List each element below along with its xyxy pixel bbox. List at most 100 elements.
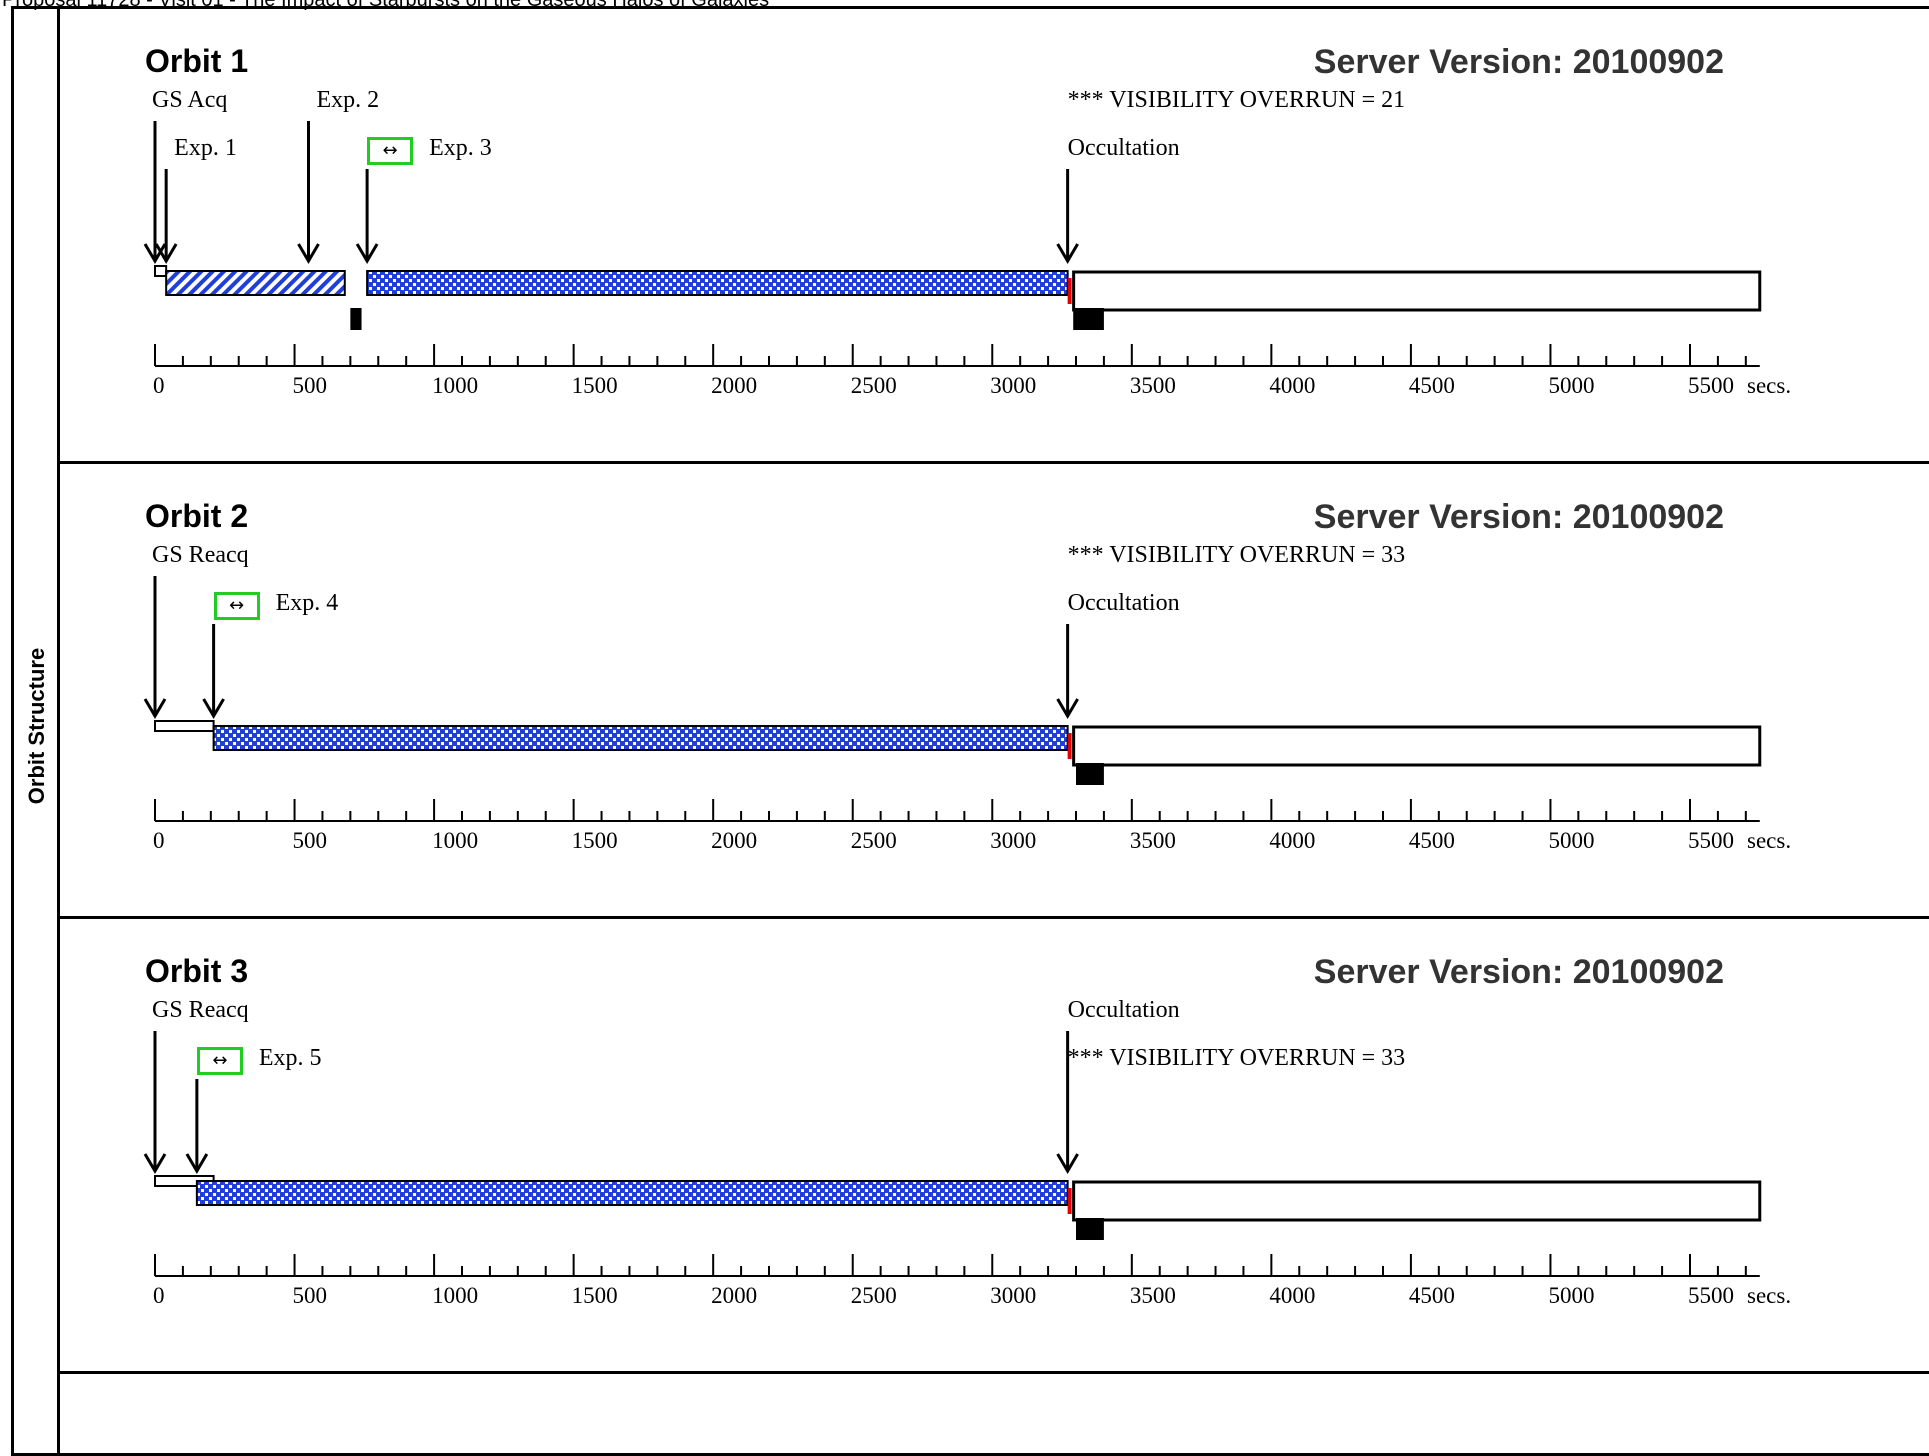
panel-divider	[60, 916, 1929, 919]
tick-label: 5000	[1548, 373, 1594, 398]
exposure-bar-dotted	[212, 725, 1069, 751]
occultation-bar	[1072, 270, 1762, 312]
guide-star-block	[350, 308, 362, 330]
tick-label: 500	[293, 1283, 328, 1308]
server-version: Server Version: 20100902	[1313, 43, 1724, 81]
tick-label: 1500	[572, 1283, 618, 1308]
exposure-bar-dotted	[195, 1180, 1069, 1206]
tick-label: 2000	[711, 373, 757, 398]
tick-label: 5500	[1688, 828, 1734, 853]
tick-label: 0	[153, 373, 165, 398]
event-label: Exp. 5	[258, 1045, 322, 1071]
tick-label: 3500	[1130, 828, 1176, 853]
double-arrow-icon[interactable]: ↔	[196, 1047, 243, 1075]
time-axis: 0 500 1000 1500 2000 2500 3000 3500 4000 4500 5000…	[153, 344, 1791, 398]
tick-label: 1500	[572, 828, 618, 853]
event-arrow	[1056, 1031, 1079, 1174]
acquisition-bar	[154, 720, 215, 732]
tick-label: 2500	[851, 373, 897, 398]
orbit-title: Orbit 2	[145, 498, 249, 534]
guide-star-block	[1076, 763, 1104, 785]
guide-star-block	[1073, 308, 1104, 330]
occultation-label: Occultation	[1067, 135, 1180, 161]
tick-label: 5500	[1688, 373, 1734, 398]
event-label: Exp. 3	[429, 135, 492, 161]
exposure-bar-hatched	[165, 270, 346, 296]
guide-star-block	[1076, 1218, 1104, 1240]
tick-label: 1500	[572, 373, 618, 398]
time-axis: 0 500 1000 1500 2000 2500 3000 3500 4000 4500 5000…	[153, 799, 1791, 853]
event-label: GS Acq	[152, 87, 228, 113]
orbit-title: Orbit 1	[145, 43, 249, 79]
occultation-label: Occultation	[1067, 997, 1180, 1023]
occultation-bar	[1072, 725, 1762, 767]
tick-label: 2000	[711, 1283, 757, 1308]
orbit-panel: Orbit 3 Server Version: 20100902 *** VISIB…	[0, 916, 1929, 1371]
tick-label: 0	[153, 1283, 165, 1308]
server-version: Server Version: 20100902	[1313, 953, 1724, 991]
event-label: GS Reacq	[152, 997, 249, 1023]
overrun-marker	[1067, 733, 1072, 759]
tick-label: 3000	[990, 828, 1036, 853]
event-arrow	[154, 169, 178, 264]
event-label: Exp. 4	[275, 590, 339, 616]
tick-label: 2500	[851, 828, 897, 853]
double-arrow-icon[interactable]: ↔	[367, 137, 414, 165]
tick-label: 1000	[432, 1283, 478, 1308]
event-arrow	[355, 169, 379, 264]
event-arrow	[297, 121, 320, 264]
overrun-marker	[1067, 1188, 1072, 1214]
event-arrow	[143, 1031, 167, 1174]
axis-unit-label: secs.	[1747, 373, 1791, 398]
tick-label: 1000	[432, 373, 478, 398]
tick-label: 1000	[432, 828, 478, 853]
timeline-svg: 0 500 1000 1500 2000 2500 3000 3500 4000 4500 5000…	[143, 1031, 1791, 1308]
event-label: Exp. 1	[174, 135, 237, 161]
event-label: GS Reacq	[152, 542, 249, 568]
visibility-overrun-text: *** VISIBILITY OVERRUN = 21	[1067, 87, 1406, 113]
event-arrow	[143, 576, 167, 719]
occultation-bar	[1072, 1180, 1762, 1222]
event-arrow	[143, 121, 167, 264]
tick-label: 3000	[990, 373, 1036, 398]
page-header: Proposal 11728 - Visit 01 - The Impact o…	[2, 0, 770, 11]
timeline-svg: 0 500 1000 1500 2000 2500 3000 3500 4000 4500 5000…	[143, 121, 1791, 398]
axis-unit-label: secs.	[1747, 1283, 1791, 1308]
tick-label: 4500	[1409, 828, 1455, 853]
panel-divider	[60, 461, 1929, 464]
axis-unit-label: secs.	[1747, 828, 1791, 853]
orbit-panel: Orbit 1 Server Version: 20100902 *** VISIB…	[0, 6, 1929, 461]
overrun-marker	[1067, 278, 1072, 304]
event-arrow	[185, 1079, 209, 1174]
double-arrow-icon[interactable]: ↔	[213, 592, 260, 620]
tick-label: 0	[153, 828, 165, 853]
tick-label: 3000	[990, 1283, 1036, 1308]
visibility-overrun-text: *** VISIBILITY OVERRUN = 33	[1067, 542, 1406, 568]
tick-label: 3500	[1130, 1283, 1176, 1308]
orbit-title: Orbit 3	[145, 953, 249, 989]
tick-label: 4000	[1269, 828, 1315, 853]
tick-label: 500	[293, 373, 328, 398]
panel-divider	[60, 1371, 1929, 1374]
server-version: Server Version: 20100902	[1313, 498, 1724, 536]
time-axis: 0 500 1000 1500 2000 2500 3000 3500 4000 4500 5000…	[153, 1254, 1791, 1308]
tick-label: 5000	[1548, 828, 1594, 853]
tick-label: 4500	[1409, 1283, 1455, 1308]
timeline-svg: 0 500 1000 1500 2000 2500 3000 3500 4000 4500 5000…	[143, 576, 1791, 853]
tick-label: 3500	[1130, 373, 1176, 398]
tick-label: 2000	[711, 828, 757, 853]
acquisition-bar	[154, 265, 168, 277]
tick-label: 2500	[851, 1283, 897, 1308]
tick-label: 4000	[1269, 1283, 1315, 1308]
orbit-panel: Orbit 2 Server Version: 20100902 *** VISIB…	[0, 461, 1929, 916]
side-column	[11, 6, 60, 1456]
event-arrow	[202, 624, 225, 719]
exposure-bar-dotted	[366, 270, 1069, 296]
tick-label: 4000	[1269, 373, 1315, 398]
visibility-overrun-text: *** VISIBILITY OVERRUN = 33	[1067, 1045, 1406, 1071]
event-arrow	[1056, 169, 1079, 264]
tick-label: 5500	[1688, 1283, 1734, 1308]
event-arrow	[1056, 624, 1079, 719]
occultation-label: Occultation	[1067, 590, 1180, 616]
event-label: Exp. 2	[316, 87, 380, 113]
